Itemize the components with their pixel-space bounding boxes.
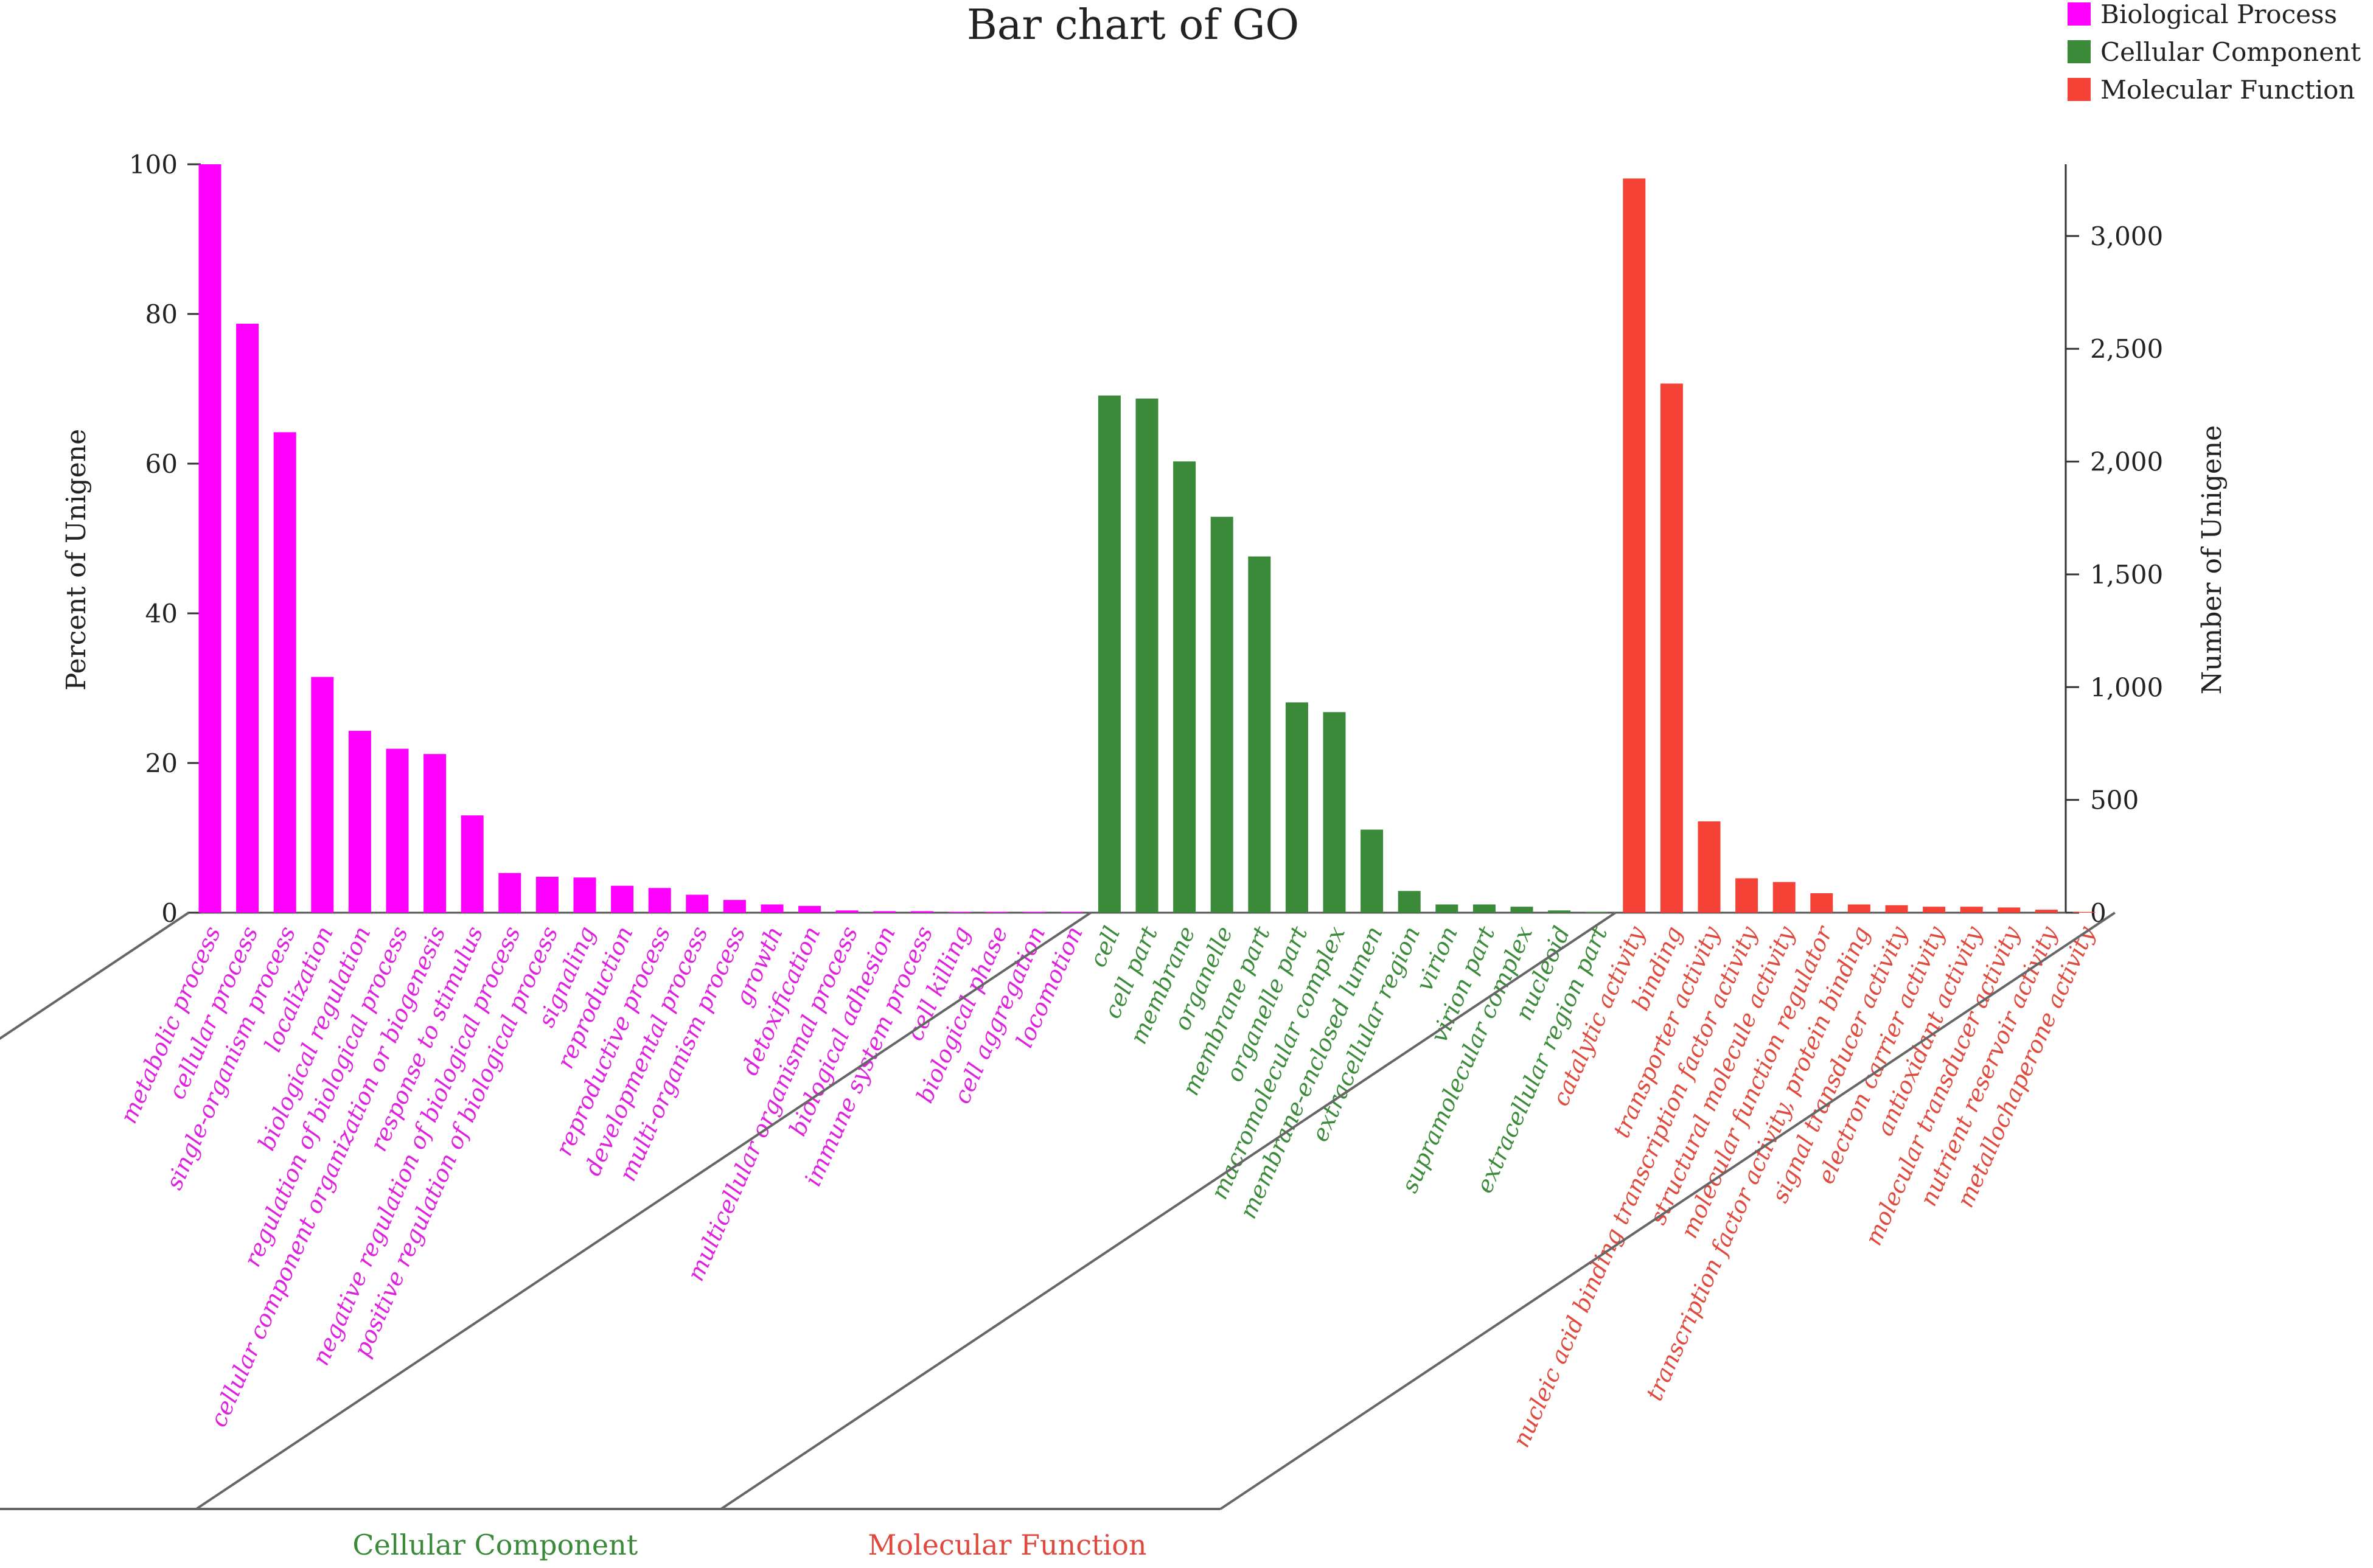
group-label-cellular-component: Cellular Component — [352, 1528, 638, 1561]
bar-binding — [1660, 383, 1683, 913]
legend-label-cellular-component: Cellular Component — [2100, 37, 2361, 67]
bar-organelle — [1210, 517, 1233, 913]
bar-macromolecular-complex — [1323, 712, 1346, 913]
bar-organelle-part — [1285, 702, 1308, 913]
y-tick-label-right: 2,000 — [2090, 447, 2163, 477]
category-label-cell: cell — [1084, 922, 1126, 971]
y-tick-label-left: 80 — [145, 299, 178, 329]
legend: Biological Process Cellular Component Mo… — [2068, 0, 2361, 105]
bar-supramolecular-complex — [1510, 907, 1533, 913]
bar-reproductive-process — [648, 888, 671, 913]
y-tick-label-right: 1,500 — [2090, 560, 2163, 590]
bar-single-organism-process — [273, 432, 296, 913]
bar-metabolic-process — [198, 164, 221, 913]
y-tick-label-right: 3,000 — [2090, 221, 2163, 251]
group-separator — [195, 911, 1092, 1510]
legend-swatch-cellular-component — [2068, 40, 2091, 63]
bar-localization — [311, 677, 334, 913]
bar-nucleic-acid-binding-transcription-factor-activity — [1735, 878, 1758, 913]
bar-cell — [1098, 395, 1121, 913]
bar-biological-phase — [986, 911, 1009, 913]
bar-multi-organism-process — [723, 900, 746, 913]
y-tick-label-right: 1,000 — [2090, 672, 2163, 702]
y-tick-label-left: 60 — [145, 449, 178, 479]
bar-detoxification — [798, 905, 821, 913]
bar-negative-regulation-of-biological-process — [498, 873, 521, 913]
bar-regulation-of-biological-process — [386, 748, 409, 913]
bar-developmental-process — [686, 894, 709, 913]
bar-cellular-process — [236, 323, 259, 913]
group-label-molecular-function: Molecular Function — [868, 1528, 1146, 1561]
legend-swatch-biological-process — [2068, 2, 2091, 26]
bar-positive-regulation-of-biological-process — [535, 876, 559, 913]
y-axis-left-title: Percent of Unigene — [61, 429, 92, 691]
bar-cellular-component-organization-or-biogenesis — [423, 754, 447, 913]
group-separator — [1219, 911, 2116, 1510]
group-frames — [0, 911, 2116, 1510]
legend-item-biological-process: Biological Process — [2068, 0, 2337, 29]
bar-locomotion — [1061, 911, 1084, 913]
bar-membrane-enclosed-lumen — [1361, 829, 1384, 913]
bar-reproduction — [611, 885, 634, 913]
legend-label-biological-process: Biological Process — [2100, 0, 2337, 29]
group-separator — [0, 911, 190, 1040]
bar-molecular-transducer-activity — [1998, 907, 2021, 913]
bar-immune-system-process — [910, 911, 933, 913]
bar-biological-adhesion — [873, 911, 896, 913]
y-tick-label-left: 20 — [145, 748, 178, 778]
bar-response-to-stimulus — [461, 815, 484, 913]
bar-growth — [761, 904, 784, 913]
bar-cell-killing — [948, 911, 971, 913]
y-tick-label-left: 100 — [129, 150, 178, 179]
bar-electron-carrier-activity — [1923, 907, 1946, 913]
bar-antioxidant-activity — [1960, 907, 1983, 913]
bar-cell-aggregation — [1023, 911, 1046, 913]
bar-biological-regulation — [348, 731, 371, 913]
y-tick-label-right: 500 — [2090, 786, 2139, 815]
y-tick-label-left: 40 — [145, 599, 178, 629]
bar-transcription-factor-activity-protein-binding — [1847, 904, 1870, 913]
bar-nutrient-reservoir-activity — [2035, 910, 2058, 913]
bar-metallochaperone-activity — [2072, 911, 2096, 913]
y-tick-label-left: 0 — [161, 898, 178, 928]
bar-structural-molecule-activity — [1772, 882, 1796, 913]
bar-membrane-part — [1248, 556, 1271, 913]
bars — [198, 164, 2096, 913]
bar-multicellular-organismal-process — [835, 910, 859, 913]
bar-cell-part — [1135, 398, 1159, 913]
bar-catalytic-activity — [1623, 178, 1646, 913]
bar-extracellular-region-part — [1585, 911, 1608, 913]
bar-membrane — [1173, 461, 1196, 913]
group-separator — [720, 911, 1617, 1510]
legend-swatch-molecular-function — [2068, 78, 2091, 101]
y-tick-label-right: 2,500 — [2090, 334, 2163, 364]
bar-signal-transducer-activity — [1885, 905, 1908, 913]
legend-label-molecular-function: Molecular Function — [2100, 75, 2355, 105]
bar-molecular-function-regulator — [1810, 893, 1833, 913]
bar-virion — [1435, 904, 1458, 913]
bar-signaling — [573, 877, 596, 913]
bar-nucleoid — [1548, 910, 1571, 913]
bar-transporter-activity — [1698, 821, 1721, 913]
legend-item-molecular-function: Molecular Function — [2068, 75, 2355, 105]
bar-extracellular-region — [1398, 891, 1421, 913]
chart-title: Bar chart of GO — [967, 1, 1299, 49]
bar-virion-part — [1472, 904, 1496, 913]
y-axis-right-title: Number of Unigene — [2197, 425, 2228, 695]
legend-item-cellular-component: Cellular Component — [2068, 37, 2361, 67]
